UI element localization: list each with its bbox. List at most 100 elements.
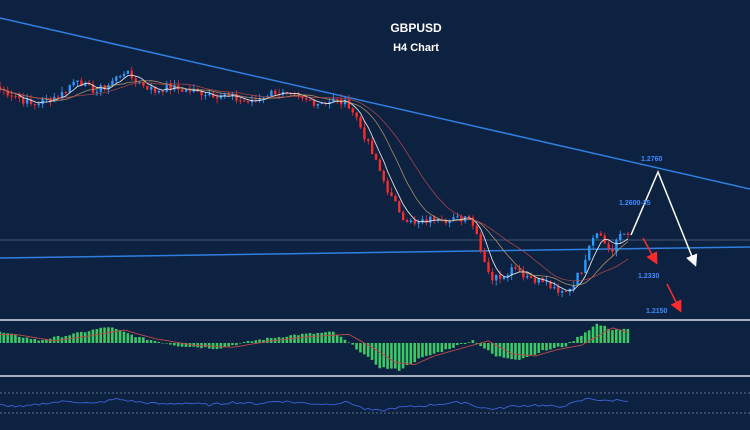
- macd-bar: [176, 343, 180, 347]
- macd-bar: [56, 335, 60, 343]
- macd-bar: [374, 343, 378, 365]
- macd-bar: [459, 343, 463, 344]
- candle-body: [564, 291, 568, 293]
- macd-bar: [370, 343, 374, 360]
- macd-bar: [425, 343, 428, 356]
- candle-body: [53, 96, 56, 102]
- macd-bar: [432, 343, 436, 354]
- candle-body: [448, 220, 451, 224]
- candle-body: [367, 139, 370, 141]
- macd-bar: [0, 331, 2, 343]
- macd-bar: [401, 343, 405, 369]
- candle-body: [239, 100, 242, 102]
- candle-body: [382, 170, 385, 181]
- candle-body: [409, 220, 413, 223]
- bullish-scenario-arrow: [630, 170, 698, 267]
- macd-bar: [41, 339, 44, 343]
- candle-body: [359, 117, 362, 128]
- candle-body: [553, 287, 556, 289]
- macd-bar: [614, 329, 618, 343]
- candle-body: [305, 98, 308, 100]
- candle-body: [436, 219, 440, 221]
- candle-body: [336, 98, 339, 100]
- candle-body: [584, 259, 587, 274]
- candle-body: [68, 85, 71, 93]
- candle-body: [215, 97, 219, 99]
- macd-bar: [231, 343, 234, 346]
- candle-body: [138, 81, 141, 83]
- candle-body: [386, 180, 389, 193]
- candle-body: [456, 216, 459, 218]
- macd-bar: [122, 331, 126, 343]
- macd-bar: [397, 343, 401, 371]
- macd-signal-line: [0, 327, 629, 366]
- macd-bar: [223, 343, 227, 347]
- macd-bar: [134, 337, 137, 343]
- support-trendline: [0, 246, 750, 259]
- candle-body: [576, 272, 579, 286]
- candle-body: [126, 70, 130, 74]
- candle-body: [134, 78, 137, 83]
- price-series: [0, 66, 630, 298]
- macd-bar: [219, 343, 223, 349]
- candle-body: [208, 93, 211, 96]
- macd-bar: [626, 328, 630, 343]
- candle-body: [471, 217, 475, 226]
- macd-bar: [552, 343, 556, 349]
- candle-body: [378, 159, 382, 171]
- macd-bar: [130, 334, 134, 343]
- candle-body: [320, 102, 323, 104]
- macd-bar: [339, 336, 343, 343]
- candle-body: [374, 154, 378, 160]
- macd-bar: [95, 329, 99, 343]
- candle-body: [514, 267, 517, 269]
- macd-bar: [378, 343, 382, 369]
- macd-bar: [111, 327, 114, 343]
- macd-bar: [14, 334, 17, 343]
- candle-body: [429, 216, 432, 223]
- chart-subtitle: H4 Chart: [393, 42, 439, 54]
- macd-bar: [560, 343, 564, 348]
- candle-body: [0, 86, 2, 90]
- candle-body: [413, 220, 416, 224]
- candle-body: [10, 95, 13, 97]
- macd-bar: [452, 343, 455, 348]
- candle-body: [615, 239, 618, 252]
- macd-bar: [622, 328, 626, 343]
- candle-body: [421, 219, 424, 223]
- candle-body: [258, 98, 261, 101]
- macd-bar: [312, 333, 316, 343]
- candle-body: [56, 96, 60, 98]
- macd-bar: [456, 343, 459, 346]
- candle-body: [549, 281, 552, 289]
- macd-histogram: [0, 323, 630, 371]
- candle-body: [243, 100, 246, 102]
- macd-bar: [320, 332, 323, 343]
- macd-bar: [161, 343, 165, 344]
- candle-body: [181, 89, 184, 92]
- candle-body: [425, 219, 428, 223]
- candle-body: [347, 99, 351, 109]
- macd-bar: [297, 335, 300, 343]
- candle-body: [622, 233, 626, 235]
- macd-bar: [180, 343, 184, 347]
- candle-body: [270, 90, 273, 97]
- macd-bar: [463, 343, 467, 345]
- macd-bar: [618, 329, 622, 343]
- macd-bar: [510, 343, 513, 360]
- ma-slow-line: [0, 82, 629, 282]
- candle-body: [173, 85, 176, 90]
- macd-bar: [417, 343, 420, 359]
- candle-body: [611, 248, 614, 252]
- macd-bar: [580, 335, 583, 343]
- candle-body: [188, 89, 192, 92]
- macd-bar: [607, 328, 610, 343]
- macd-bar: [448, 343, 451, 350]
- macd-bar: [316, 332, 320, 343]
- macd-bar: [184, 343, 188, 347]
- macd-bar: [545, 343, 548, 351]
- macd-bar: [126, 333, 130, 343]
- macd-bar: [52, 336, 56, 343]
- macd-bar: [549, 343, 552, 350]
